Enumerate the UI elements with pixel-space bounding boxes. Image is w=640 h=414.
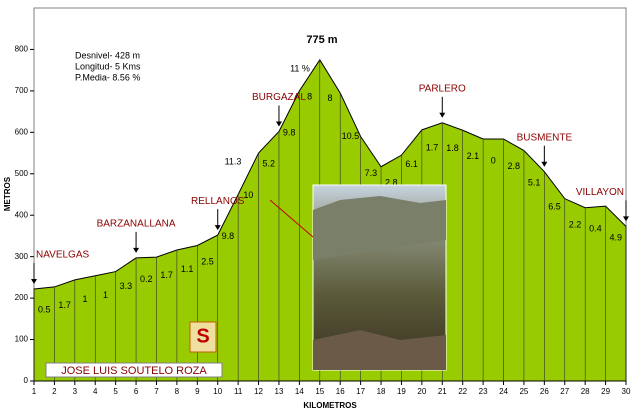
x-tick-label: 29: [601, 387, 610, 396]
x-tick-label: 5: [113, 387, 118, 396]
place-label: BURGAZAL: [252, 92, 306, 103]
y-tick-label: 200: [15, 293, 29, 302]
grade-label: 2.5: [201, 257, 214, 267]
grade-label: 1.7: [58, 300, 71, 310]
grade-label: 1.7: [426, 143, 439, 153]
x-tick-label: 25: [519, 387, 528, 396]
grade-label: 2.2: [569, 220, 582, 230]
place-arrowhead: [275, 121, 282, 127]
x-tick-label: 28: [581, 387, 590, 396]
x-tick-label: 10: [213, 387, 222, 396]
y-tick-label: 500: [15, 169, 29, 178]
max-grade: 11 %: [290, 63, 310, 73]
grade-label: 9.8: [222, 231, 235, 241]
grade-annotation: 11.3: [225, 156, 242, 166]
x-axis-title: KILOMETROS: [303, 401, 357, 410]
logo: [189, 321, 217, 353]
photo-mountains: [313, 196, 446, 260]
place-label: VILLAYON: [576, 187, 624, 198]
place-label: PARLERO: [419, 83, 466, 94]
place-arrowhead: [439, 112, 446, 118]
grade-label: 1: [103, 290, 108, 300]
grade-label: 1.7: [160, 270, 173, 280]
grade-label: 1.8: [446, 143, 459, 153]
place-arrowhead: [541, 161, 548, 167]
grade-label: 1.1: [181, 264, 194, 274]
x-tick-label: 3: [73, 387, 78, 396]
grade-label: 5.1: [528, 178, 541, 188]
photo-pointer: [269, 199, 314, 238]
x-tick-label: 19: [397, 387, 406, 396]
x-tick-label: 1: [32, 387, 37, 396]
x-tick-label: 22: [458, 387, 467, 396]
grade-label: 6.1: [405, 159, 418, 169]
place-label: BARZANALLANA: [97, 219, 176, 230]
grade-label: 0.5: [38, 304, 51, 314]
grade-label: 8: [307, 92, 312, 102]
y-axis-title: METROS: [3, 176, 12, 211]
grade-label: 8: [327, 93, 332, 103]
y-tick-label: 600: [15, 127, 29, 136]
place-arrowhead: [31, 278, 37, 284]
place-label: NAVELGAS: [36, 250, 89, 261]
grade-label: 0: [491, 155, 496, 165]
x-tick-label: 7: [154, 387, 159, 396]
x-tick-label: 18: [377, 387, 386, 396]
x-tick-label: 21: [438, 387, 447, 396]
y-tick-label: 300: [15, 252, 29, 261]
x-tick-label: 27: [560, 387, 569, 396]
x-tick-label: 20: [417, 387, 426, 396]
grade-label: 10.5: [342, 131, 360, 141]
grade-label: 0.4: [589, 223, 602, 233]
x-tick-label: 14: [295, 387, 304, 396]
info: Longitud- 5 Kms: [75, 61, 141, 71]
x-tick-label: 9: [195, 387, 200, 396]
y-tick-label: 700: [15, 86, 29, 95]
y-tick-label: 0: [24, 376, 29, 385]
place-arrowhead: [623, 216, 629, 222]
place-arrowhead: [133, 247, 140, 253]
grade-label: 3.3: [120, 281, 133, 291]
x-tick-label: 30: [622, 387, 631, 396]
x-tick-label: 12: [254, 387, 263, 396]
y-tick-label: 400: [15, 210, 29, 219]
grade-label: 2.1: [467, 151, 480, 161]
author: JOSE LUIS SOUTELO ROZA: [61, 365, 207, 377]
x-tick-label: 2: [52, 387, 57, 396]
grade-label: 4.9: [610, 233, 623, 243]
x-tick-label: 13: [275, 387, 284, 396]
logo-mark: S: [196, 325, 209, 347]
author-box: [45, 362, 223, 378]
grade-label: 2.8: [507, 161, 520, 171]
x-tick-label: 11: [234, 387, 243, 396]
x-tick-label: 6: [134, 387, 139, 396]
x-tick-label: 15: [315, 387, 324, 396]
x-tick-label: 17: [356, 387, 365, 396]
grade-label: 10: [243, 190, 253, 200]
y-tick-label: 100: [15, 335, 29, 344]
x-tick-label: 4: [93, 387, 98, 396]
grade-label: 6.5: [548, 202, 561, 212]
grade-label: 9.8: [283, 128, 296, 138]
x-tick-label: 16: [336, 387, 345, 396]
grade-label: 0.2: [140, 274, 153, 284]
grade-label: 5.2: [263, 159, 276, 169]
photo-village: [313, 330, 446, 370]
y-tick-label: 800: [15, 45, 29, 54]
place-label: RELLANOS: [191, 196, 245, 207]
x-tick-label: 23: [479, 387, 488, 396]
x-tick-label: 8: [175, 387, 180, 396]
grade-label: 7.3: [365, 168, 378, 178]
peak-label: 775 m: [306, 34, 337, 46]
info: P.Media- 8.56 %: [75, 72, 140, 82]
info: Desnivel- 428 m: [75, 50, 140, 60]
x-tick-label: 26: [540, 387, 549, 396]
place-arrowhead: [214, 225, 221, 231]
place-label: BUSMENTE: [517, 132, 573, 143]
x-tick-label: 24: [499, 387, 508, 396]
grade-label: 2.8: [385, 177, 398, 187]
grade-label: 1: [83, 294, 88, 304]
